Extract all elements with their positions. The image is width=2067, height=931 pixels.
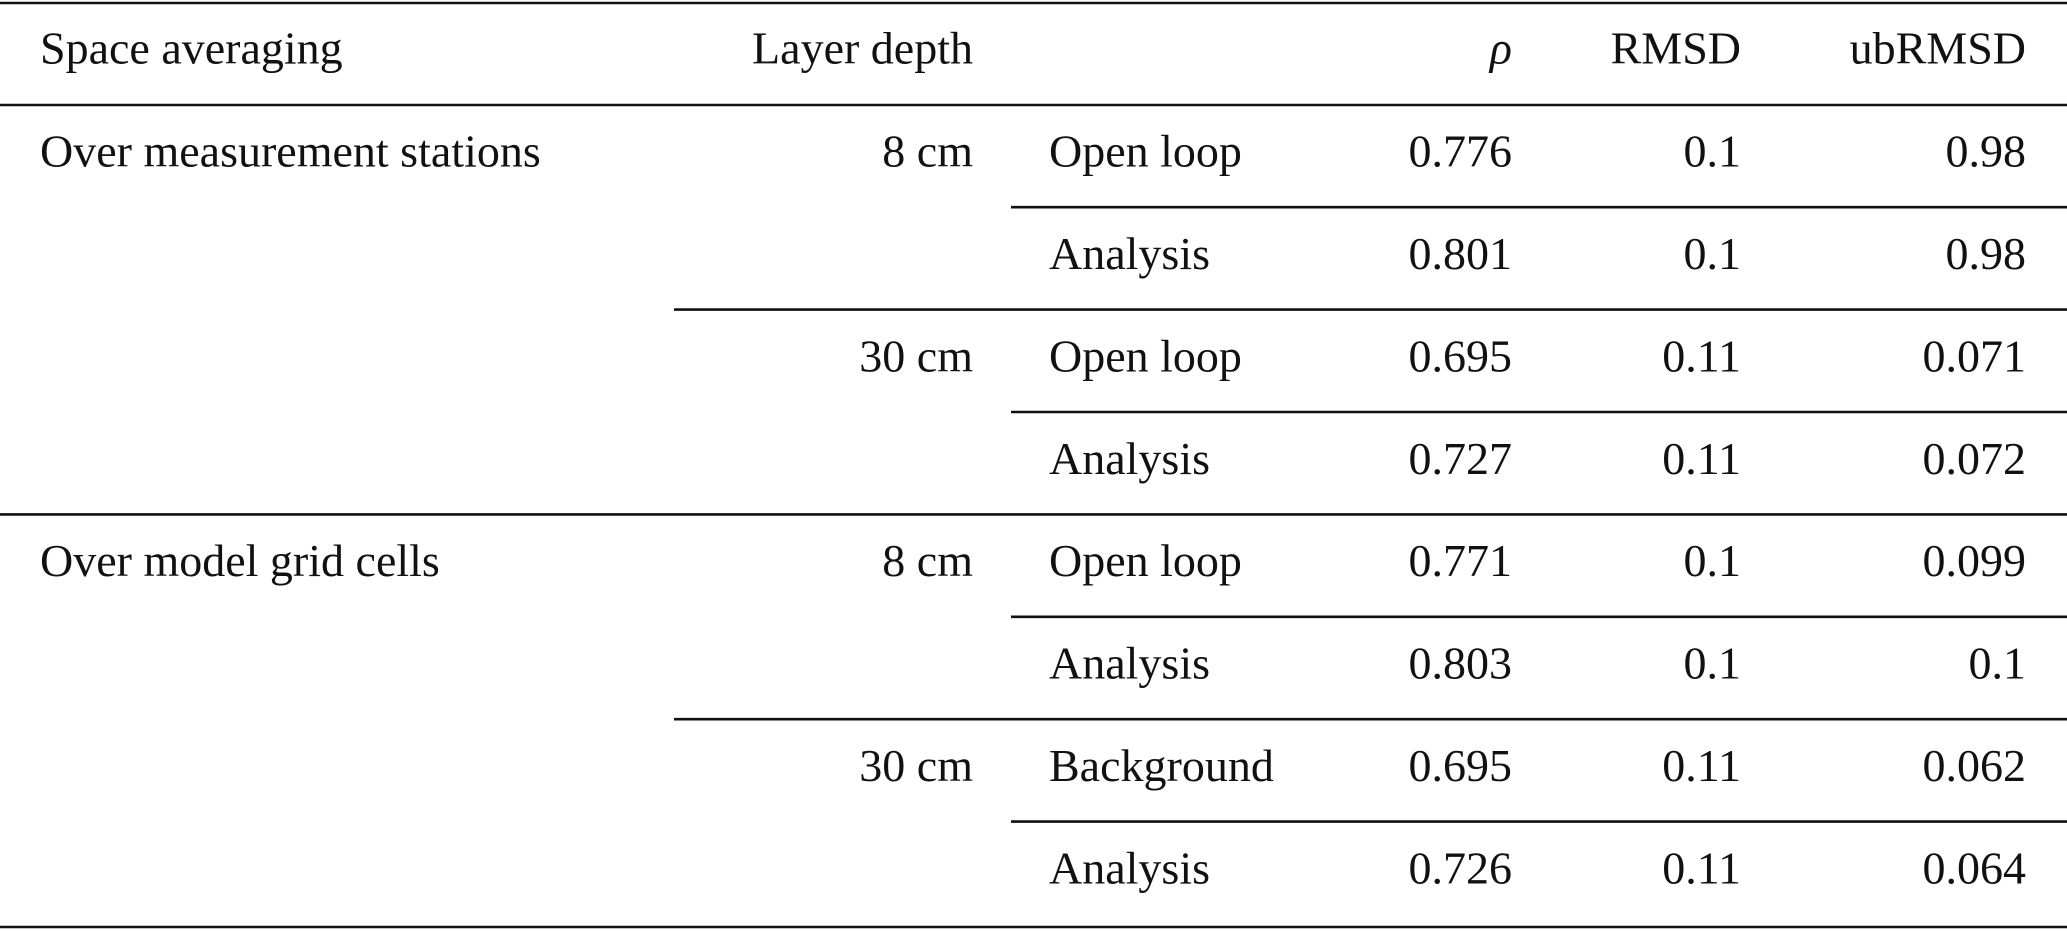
- value-cell: 0.099: [1923, 535, 2027, 586]
- value-cell: 0.695: [1409, 330, 1513, 381]
- value-cell: 0.071: [1923, 330, 2027, 381]
- method-cell: Open loop: [1049, 126, 1242, 177]
- value-cell: 0.771: [1409, 535, 1513, 586]
- value-cell: 0.11: [1662, 740, 1741, 791]
- value-cell: 0.776: [1409, 126, 1513, 177]
- depth-cell: 8 cm: [882, 126, 973, 177]
- header-cell: Space averaging: [40, 23, 343, 74]
- method-cell: Analysis: [1049, 638, 1210, 689]
- value-cell: 0.726: [1409, 842, 1513, 893]
- value-cell: 0.803: [1409, 638, 1513, 689]
- value-cell: 0.801: [1409, 228, 1513, 279]
- header-cell: RMSD: [1611, 23, 1741, 74]
- method-cell: Analysis: [1049, 842, 1210, 893]
- method-cell: Open loop: [1049, 535, 1242, 586]
- value-cell: 0.1: [1684, 535, 1742, 586]
- space-cell: Over measurement stations: [40, 126, 541, 177]
- header-cell: ubRMSD: [1850, 23, 2026, 74]
- value-cell: 0.727: [1409, 433, 1513, 484]
- header-cell: Layer depth: [752, 23, 973, 74]
- method-cell: Background: [1049, 740, 1274, 791]
- depth-cell: 8 cm: [882, 535, 973, 586]
- method-cell: Analysis: [1049, 433, 1210, 484]
- value-cell: 0.064: [1923, 842, 2027, 893]
- method-cell: Open loop: [1049, 330, 1242, 381]
- value-cell: 0.11: [1662, 330, 1741, 381]
- value-cell: 0.695: [1409, 740, 1513, 791]
- value-cell: 0.98: [1946, 126, 2027, 177]
- depth-cell: 30 cm: [859, 740, 973, 791]
- depth-cell: 30 cm: [859, 330, 973, 381]
- value-cell: 0.1: [1684, 126, 1742, 177]
- method-cell: Analysis: [1049, 228, 1210, 279]
- space-cell: Over model grid cells: [40, 535, 440, 586]
- value-cell: 0.98: [1946, 228, 2027, 279]
- value-cell: 0.1: [1684, 638, 1742, 689]
- value-cell: 0.11: [1662, 433, 1741, 484]
- value-cell: 0.1: [1684, 228, 1742, 279]
- header-cell: ρ: [1488, 23, 1512, 74]
- value-cell: 0.072: [1923, 433, 2027, 484]
- value-cell: 0.11: [1662, 842, 1741, 893]
- value-cell: 0.1: [1969, 638, 2027, 689]
- value-cell: 0.062: [1923, 740, 2027, 791]
